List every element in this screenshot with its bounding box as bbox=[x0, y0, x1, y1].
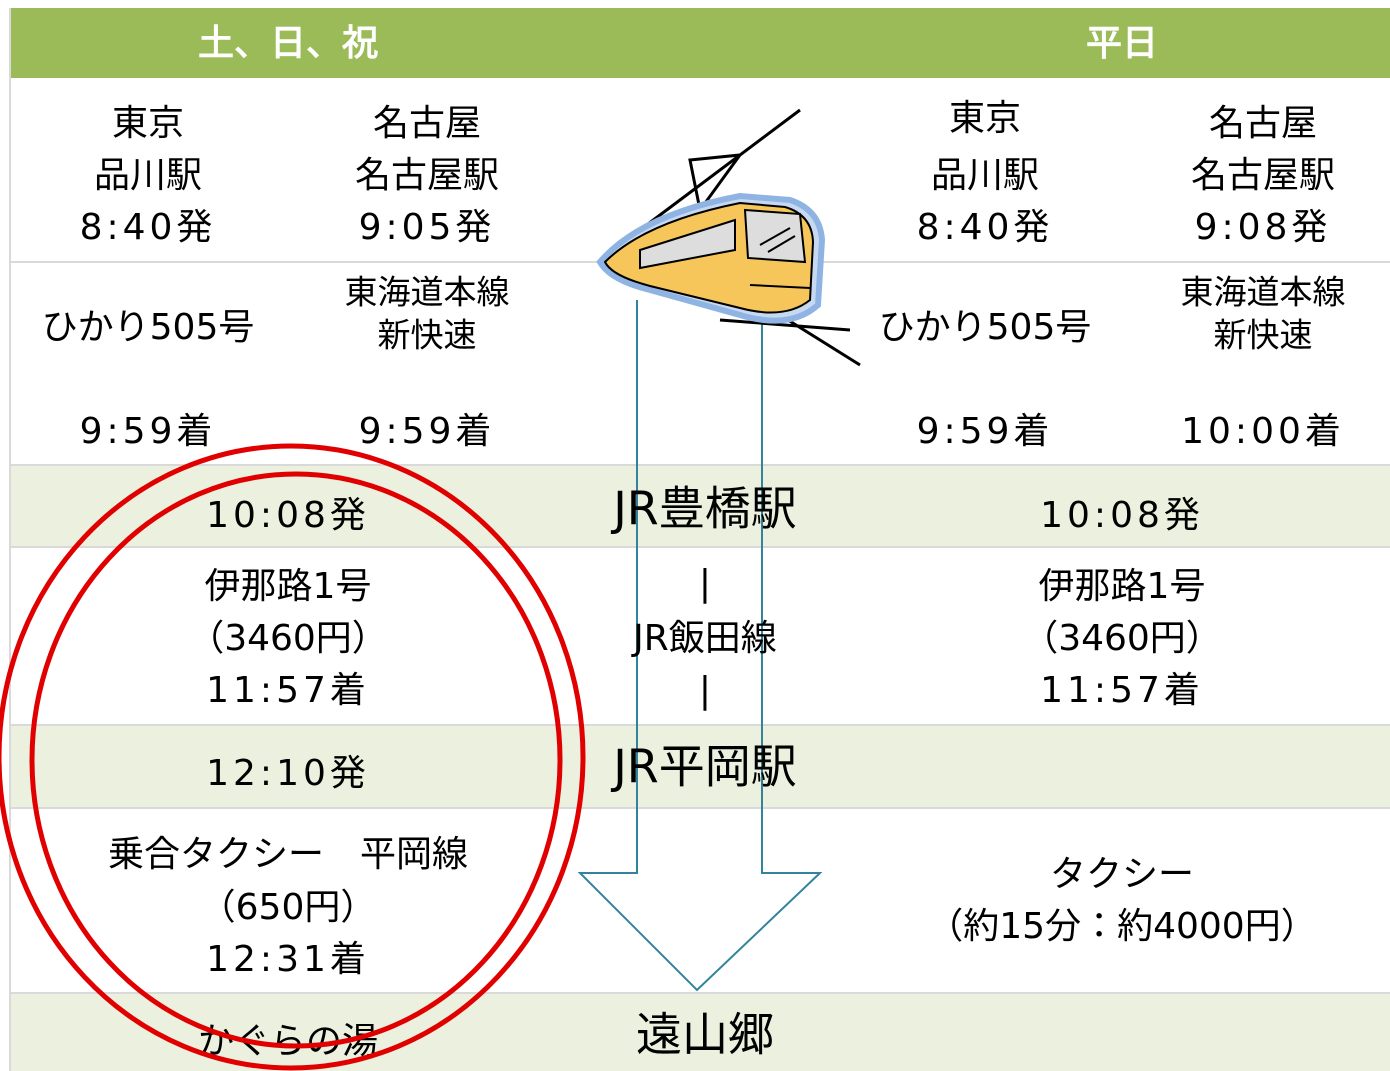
cell: 名古屋 bbox=[1209, 103, 1317, 144]
header-weekday: 平日 bbox=[1086, 23, 1158, 64]
cell: 東京 bbox=[112, 103, 184, 144]
cell: 新快速 bbox=[1214, 316, 1313, 355]
station: 遠山郷 bbox=[636, 1008, 774, 1062]
cell: ひかり505号 bbox=[879, 307, 1092, 348]
station: JR平岡駅 bbox=[610, 740, 797, 794]
cell: 伊那路1号 bbox=[205, 566, 372, 607]
cell: 8:40発 bbox=[917, 207, 1054, 248]
header-weekend: 土、日、祝 bbox=[198, 23, 378, 64]
cell: 品川駅 bbox=[931, 155, 1039, 196]
cell: 伊那路1号 bbox=[1039, 566, 1206, 607]
cell: 新快速 bbox=[378, 316, 477, 355]
highlight-circle bbox=[29, 471, 563, 1049]
cell: 10:00着 bbox=[1181, 411, 1345, 452]
cell: 9:05発 bbox=[359, 207, 496, 248]
line-name: JR飯田線 bbox=[631, 618, 777, 659]
row-band bbox=[10, 725, 1390, 808]
cell: 11:57着 bbox=[206, 670, 370, 711]
line-mark: | bbox=[699, 670, 711, 711]
header-band bbox=[10, 8, 1390, 78]
cell: （約15分：約4000円） bbox=[927, 906, 1316, 947]
cell: 10:08発 bbox=[206, 495, 370, 536]
station: JR豊橋駅 bbox=[610, 482, 797, 536]
cell: 東海道本線 bbox=[345, 273, 510, 312]
cell: （3460円） bbox=[188, 618, 388, 659]
cell: 10:08発 bbox=[1040, 495, 1204, 536]
cell: （650円） bbox=[200, 887, 377, 928]
cell: （3460円） bbox=[1022, 618, 1222, 659]
line-mark: | bbox=[699, 563, 711, 604]
cell: 9:59着 bbox=[359, 411, 496, 452]
cell: 9:59着 bbox=[80, 411, 217, 452]
cell: 11:57着 bbox=[1040, 670, 1204, 711]
cell: 東海道本線 bbox=[1181, 273, 1346, 312]
cell: ひかり505号 bbox=[42, 307, 255, 348]
down-arrow bbox=[577, 300, 823, 992]
cell: 乗合タクシー 平岡線 bbox=[108, 834, 468, 875]
cell: 名古屋駅 bbox=[1191, 155, 1335, 196]
train-illustration bbox=[596, 108, 861, 367]
cell: 品川駅 bbox=[94, 155, 202, 196]
cell: 名古屋駅 bbox=[355, 155, 499, 196]
cell: タクシー bbox=[1050, 854, 1194, 895]
highlight-circle bbox=[0, 443, 586, 1071]
cell: 9:08発 bbox=[1195, 207, 1332, 248]
cell: 8:40発 bbox=[80, 207, 217, 248]
cell: 名古屋 bbox=[373, 103, 481, 144]
row-band bbox=[10, 993, 1390, 1071]
cell: 東京 bbox=[949, 98, 1021, 139]
cell: 12:10発 bbox=[206, 753, 370, 794]
cell: 9:59着 bbox=[917, 411, 1054, 452]
cell: 12:31着 bbox=[206, 939, 370, 980]
